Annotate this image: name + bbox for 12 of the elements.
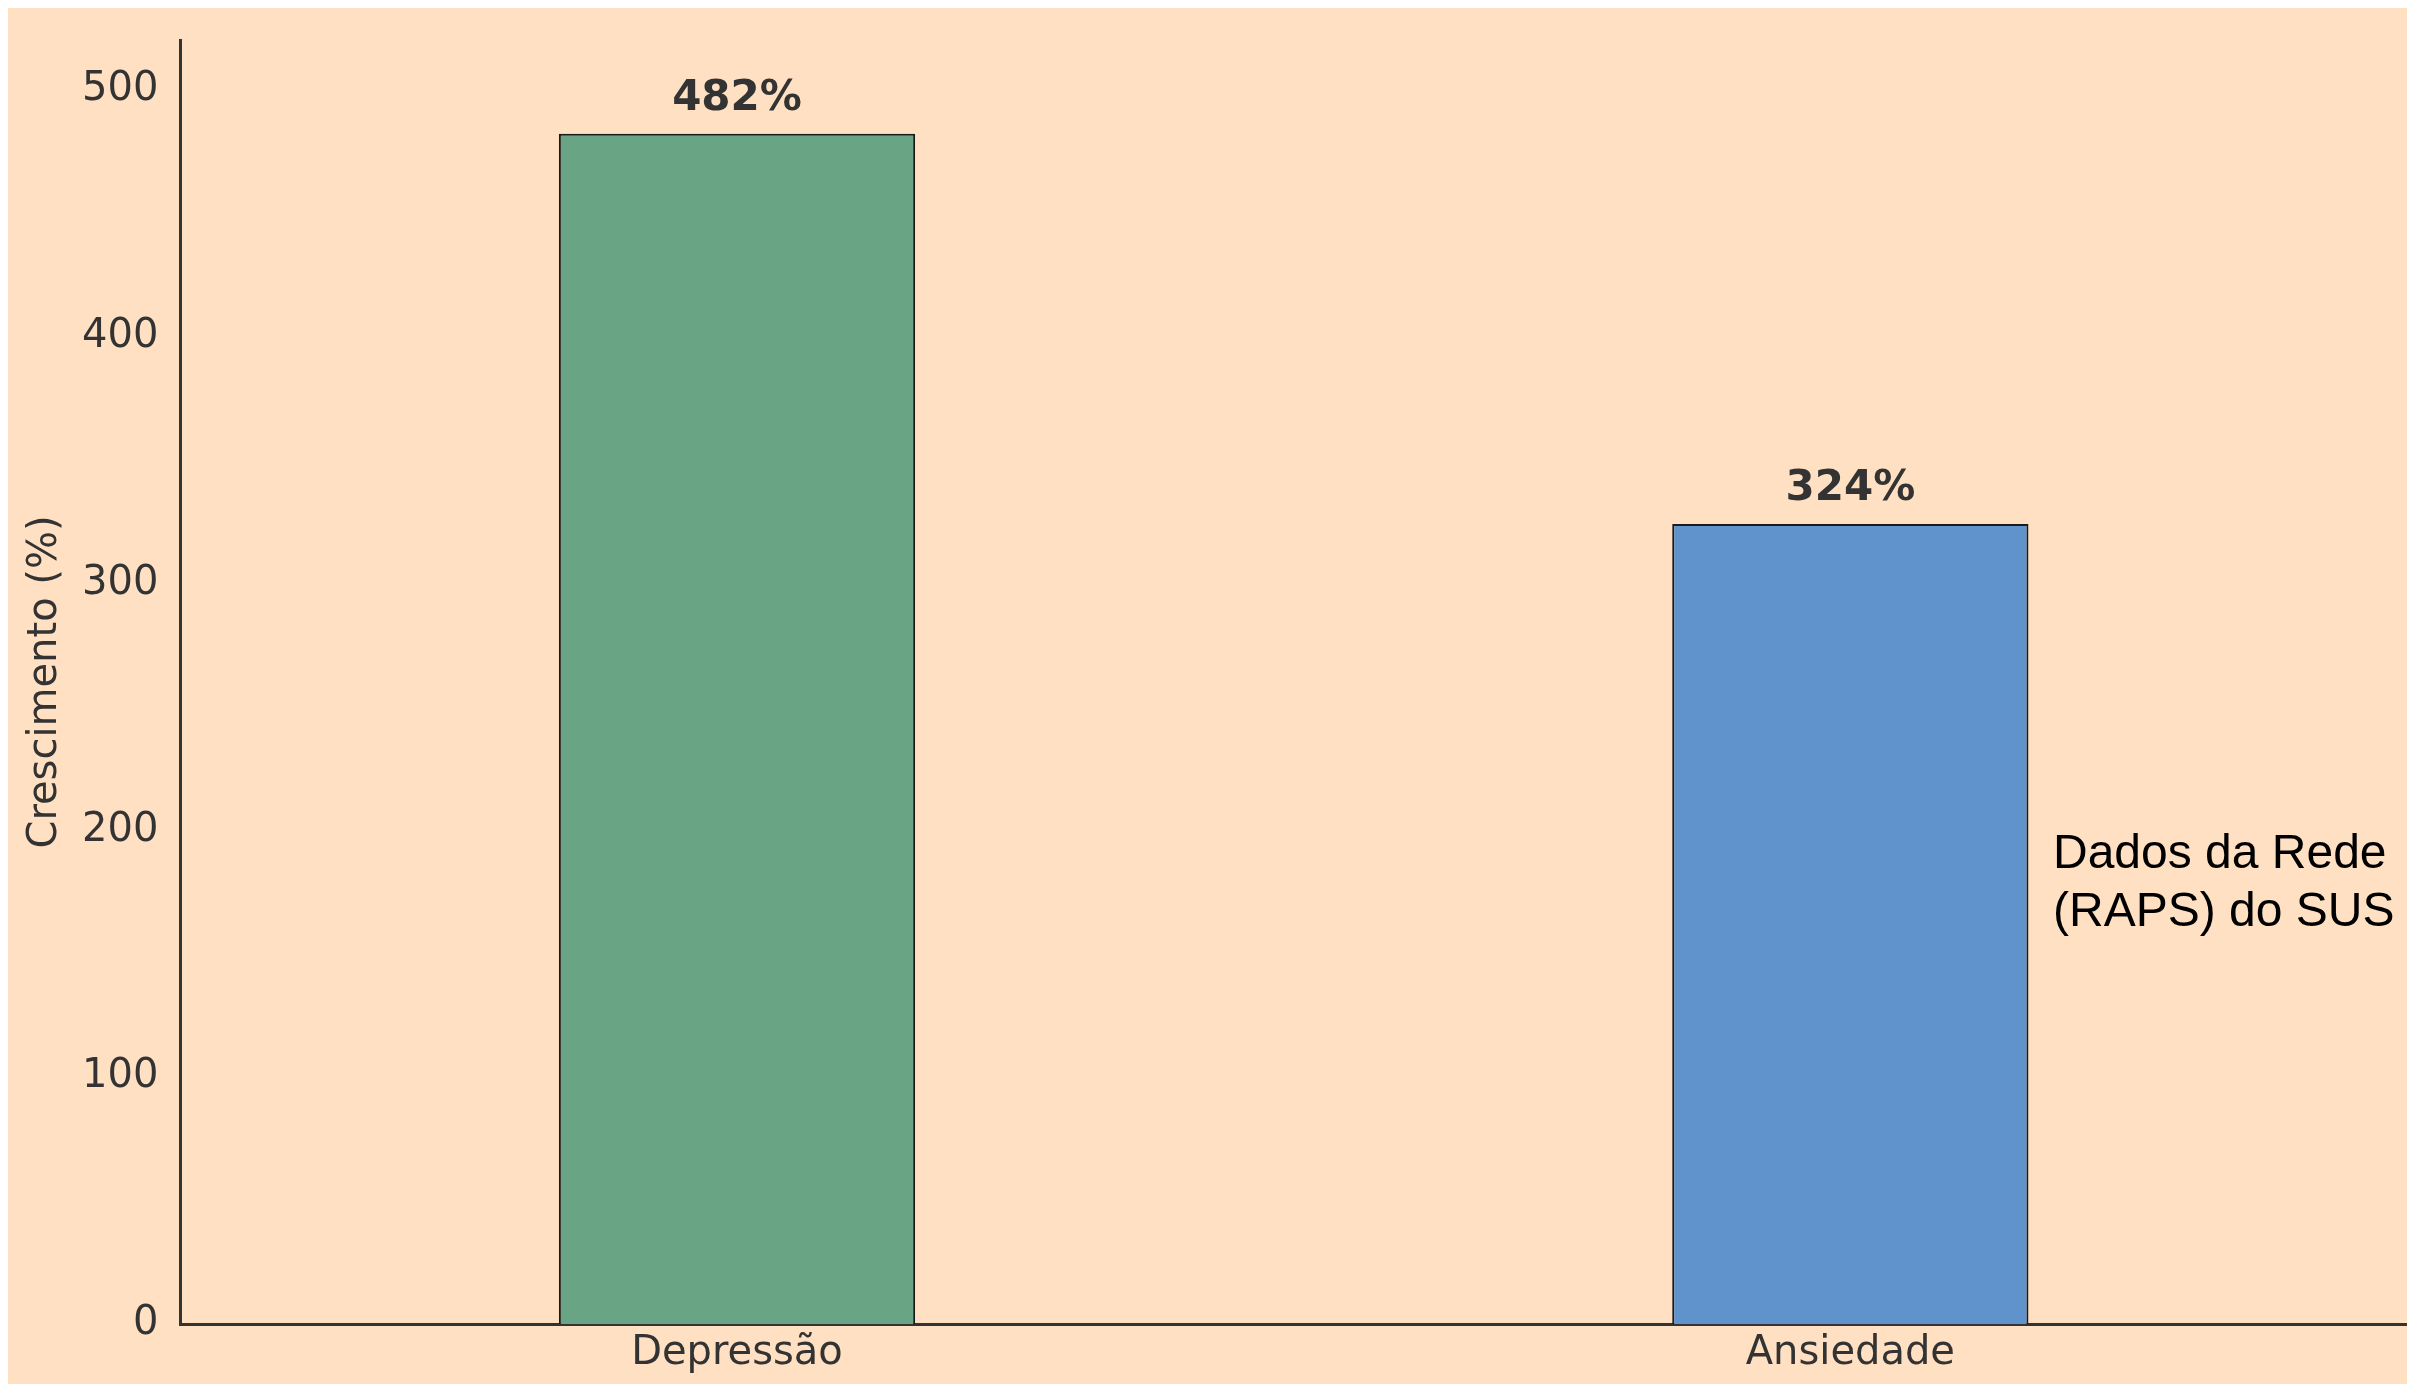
y-tick-label: 100 (81, 1050, 159, 1097)
y-tick-label: 500 (81, 62, 159, 109)
annotation: Dados da Rede (RAPS) do SUS (2053, 824, 2396, 938)
y-tick-label: 200 (81, 803, 159, 850)
x-tick-label: Ansiedade (1745, 1327, 1955, 1374)
data-label: 482% (672, 70, 802, 120)
y-tick-label: 300 (81, 556, 159, 603)
x-tick-label: Depressão (631, 1327, 843, 1374)
y-tick-label: 400 (81, 309, 159, 356)
data-label: 324% (1785, 460, 1916, 510)
y-axis-title: Crescimento (%) (19, 515, 66, 849)
y-tick-label: 0 (132, 1297, 159, 1344)
